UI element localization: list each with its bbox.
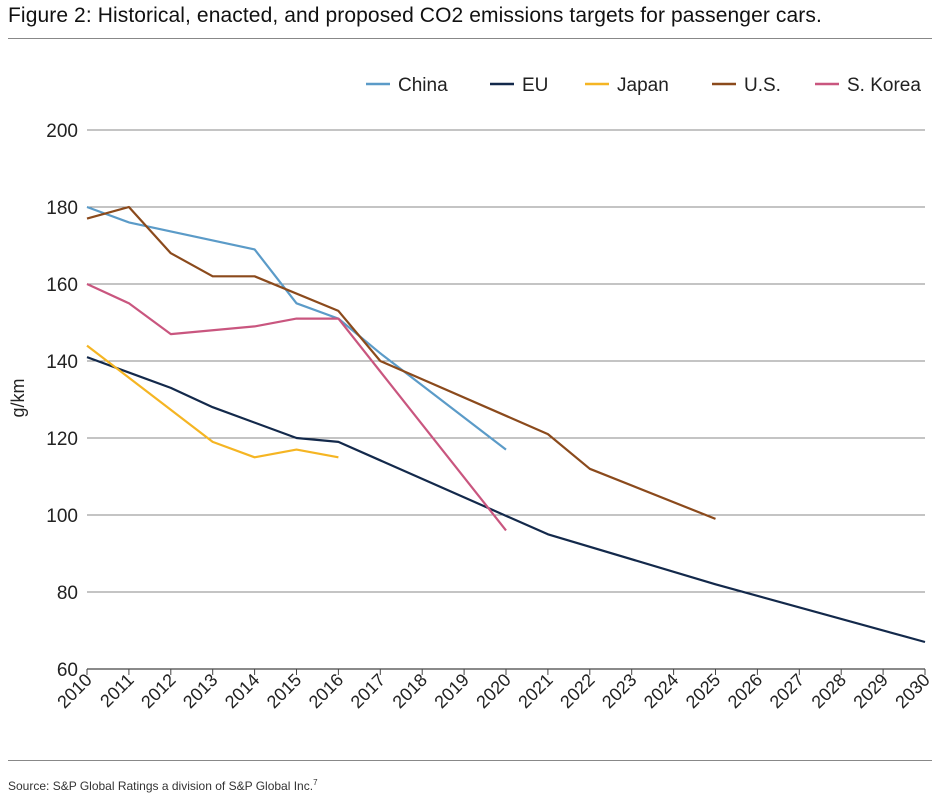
y-axis-label: g/km xyxy=(8,378,28,417)
x-tick-label: 2018 xyxy=(389,670,431,712)
chart-title: Figure 2: Historical, enacted, and propo… xyxy=(8,4,822,27)
bottom-divider xyxy=(8,760,932,761)
legend-label: Japan xyxy=(617,75,669,96)
y-tick-label: 160 xyxy=(46,275,78,296)
source-footnote: 7 xyxy=(313,778,318,787)
legend: China EU Japan U.S. S. Korea xyxy=(366,75,921,96)
series-line xyxy=(86,205,716,520)
legend-label: U.S. xyxy=(744,75,781,96)
x-tick-label: 2011 xyxy=(96,670,138,712)
series-lines xyxy=(86,205,926,644)
x-tick-label: 2017 xyxy=(347,670,389,712)
x-tick-label: 2012 xyxy=(137,670,179,712)
y-tick-label: 180 xyxy=(46,198,78,219)
gridlines xyxy=(87,129,925,670)
x-tick-label: 2026 xyxy=(724,670,766,712)
legend-item: S. Korea xyxy=(815,75,921,96)
x-axis-ticks: 2010 2011 2012 2013 2014 2015 2016 2017 2018 2019… xyxy=(53,669,934,712)
y-tick-label: 100 xyxy=(46,506,78,527)
legend-item: U.S. xyxy=(712,75,781,96)
series-line xyxy=(86,344,339,459)
legend-label: China xyxy=(398,75,448,96)
x-tick-label: 2021 xyxy=(514,670,556,712)
x-tick-label: 2013 xyxy=(179,670,221,712)
y-tick-label: 120 xyxy=(46,429,78,450)
x-tick-label: 2025 xyxy=(682,670,724,712)
x-tick-label: 2023 xyxy=(598,670,640,712)
legend-item: Japan xyxy=(585,75,669,96)
x-tick-label: 2016 xyxy=(305,670,347,712)
source-note: Source: S&P Global Ratings a division of… xyxy=(8,778,318,793)
x-tick-label: 2028 xyxy=(808,670,850,712)
x-tick-label: 2029 xyxy=(849,670,891,712)
x-tick-label: 2019 xyxy=(430,670,472,712)
series-line xyxy=(86,205,507,451)
source-text: Source: S&P Global Ratings a division of… xyxy=(8,779,314,793)
x-tick-label: 2014 xyxy=(221,670,263,712)
x-tick-label: 2022 xyxy=(556,670,598,712)
x-tick-label: 2015 xyxy=(263,670,305,712)
top-divider xyxy=(8,38,932,39)
legend-label: EU xyxy=(522,75,548,96)
series-line xyxy=(86,356,926,644)
legend-label: S. Korea xyxy=(847,75,921,96)
x-tick-label: 2030 xyxy=(891,670,933,712)
legend-item: EU xyxy=(490,75,548,96)
y-tick-label: 200 xyxy=(46,121,78,142)
y-tick-label: 80 xyxy=(57,583,78,604)
x-tick-label: 2024 xyxy=(640,670,682,712)
y-tick-label: 60 xyxy=(57,660,78,681)
legend-item: China xyxy=(366,75,448,96)
y-axis-ticks: 60 80 100 120 140 160 180 200 xyxy=(46,121,78,681)
x-tick-label: 2020 xyxy=(472,670,514,712)
y-tick-label: 140 xyxy=(46,352,78,373)
series-line xyxy=(86,283,507,532)
x-tick-label: 2027 xyxy=(766,670,808,712)
